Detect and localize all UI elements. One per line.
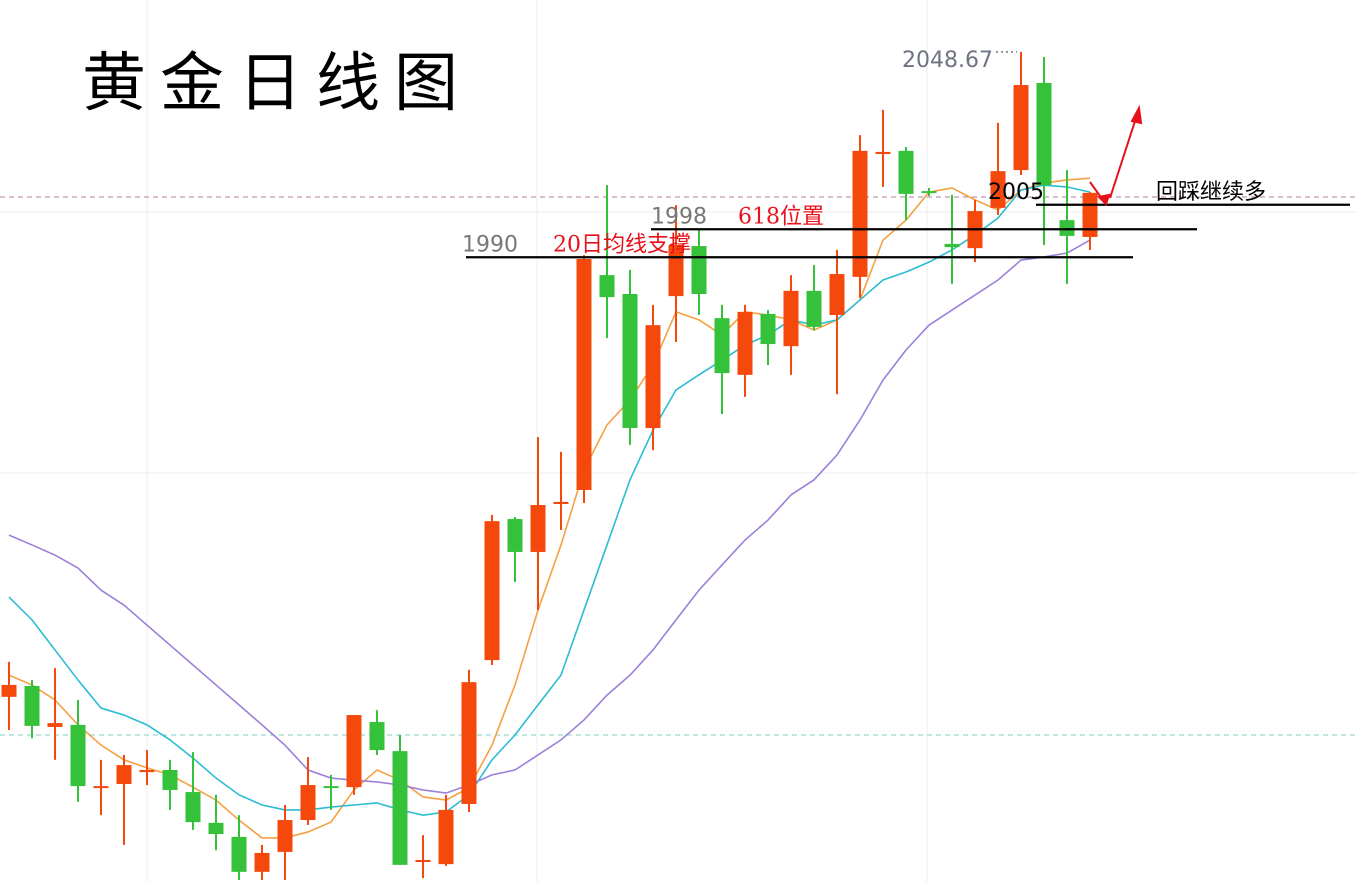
candle-body	[806, 290, 822, 327]
arrow-head	[1130, 104, 1143, 125]
candle-body	[622, 294, 638, 429]
candle-body	[185, 792, 201, 823]
candle-body	[875, 151, 891, 154]
candle-body	[438, 809, 454, 865]
chart-title: 黄金日线图	[82, 47, 472, 121]
candle-body	[576, 259, 592, 490]
candle-body	[645, 325, 661, 429]
level-label: 1990	[462, 232, 518, 257]
candle-body	[1036, 82, 1052, 186]
candle-body	[162, 770, 178, 790]
candle-body	[93, 786, 109, 789]
level-note: 618位置	[738, 204, 824, 229]
high-label: 2048.67	[902, 48, 993, 73]
candle-body	[323, 786, 339, 789]
candle-body	[783, 290, 799, 347]
candle-body	[24, 686, 40, 726]
candle-body	[415, 859, 431, 863]
candle-body	[139, 770, 155, 773]
candle-body	[484, 521, 500, 661]
candle-body	[1059, 220, 1075, 236]
moving-average-line	[8, 184, 1091, 816]
candle-body	[852, 150, 868, 277]
candle-body	[392, 751, 408, 865]
candle-body	[369, 722, 385, 751]
candle-body	[208, 822, 224, 835]
candle-body	[760, 313, 776, 345]
candle-body	[277, 820, 293, 852]
candle-body	[898, 150, 914, 194]
candle-body	[461, 682, 477, 804]
candle-body	[921, 191, 937, 194]
candle-body	[553, 501, 569, 504]
reference-lines	[0, 196, 1358, 736]
candle-body	[944, 243, 960, 248]
candles	[1, 51, 1098, 880]
candle-body	[1013, 85, 1029, 171]
candle-body	[47, 723, 63, 727]
candle-body	[254, 852, 270, 872]
arrow-up	[1109, 114, 1138, 199]
level-label: 2005	[988, 180, 1044, 205]
candle-body	[737, 311, 753, 375]
candle-body	[990, 171, 1006, 208]
candle-body	[714, 318, 730, 374]
moving-average-line	[8, 177, 1091, 839]
level-label: 1998	[651, 204, 707, 229]
candle-body	[1, 684, 17, 697]
candle-body	[507, 519, 523, 552]
level-note: 回踩继续多	[1156, 180, 1266, 205]
candle-body	[829, 274, 845, 315]
candle-body	[70, 724, 86, 787]
candle-body	[346, 715, 362, 788]
arrow-head	[1096, 193, 1111, 206]
arrows	[1089, 104, 1143, 206]
candle-body	[231, 836, 247, 872]
candle-body	[300, 785, 316, 821]
levels: 2048.67 1990 20日均线支撑 1998 618位置 2005 回踩继续多	[462, 48, 1350, 259]
candle-body	[599, 275, 615, 298]
candle-body	[530, 505, 546, 552]
candle-body	[116, 765, 132, 784]
moving-average-line	[8, 239, 1091, 794]
candle-body	[691, 246, 707, 294]
moving-averages	[8, 177, 1091, 839]
level-note: 20日均线支撑	[553, 232, 691, 257]
